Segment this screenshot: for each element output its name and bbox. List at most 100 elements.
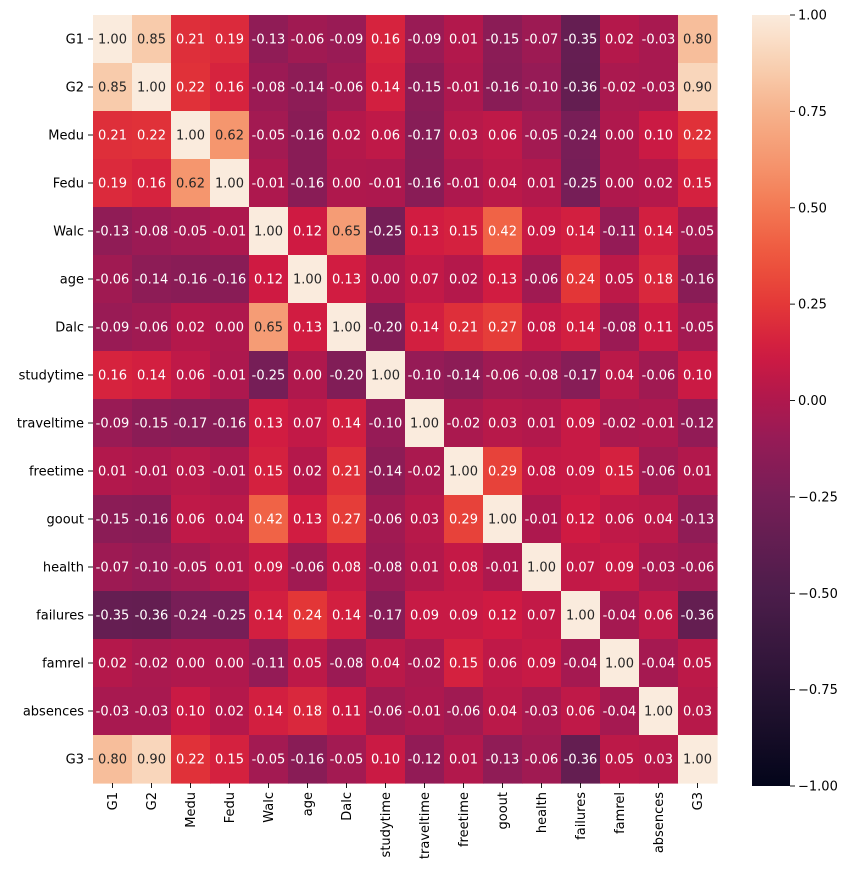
cell-annotation-famrel-G1: 0.02 (98, 657, 127, 672)
heatmap-cell-Dalc-studytime (366, 303, 406, 352)
x-tick-label-traveltime: traveltime (418, 792, 433, 859)
cell-annotation-absences-age: 0.18 (293, 705, 322, 720)
heatmap-cell-Walc-famrel (600, 207, 640, 256)
heatmap-cell-G3-freetime (444, 735, 484, 784)
heatmap-cell-failures-G3 (678, 591, 718, 640)
cell-annotation-Dalc-failures: 0.14 (566, 321, 595, 336)
heatmap-cell-Medu-freetime (444, 111, 484, 160)
heatmap-cell-absences-Dalc (327, 687, 367, 736)
colorbar-tick-label: 0.50 (798, 201, 827, 216)
heatmap-cell-absences-studytime (366, 687, 406, 736)
heatmap-cell-famrel-Medu (171, 639, 211, 688)
heatmap-cell-Dalc-G2 (132, 303, 172, 352)
heatmap-cell-famrel-Fedu (210, 639, 250, 688)
cell-annotation-Medu-traveltime: -0.17 (408, 129, 442, 144)
heatmap-cell-Medu-G2 (132, 111, 172, 160)
cell-annotation-Fedu-famrel: 0.00 (605, 177, 634, 192)
heatmap-cell-G1-studytime (366, 15, 406, 64)
heatmap-cell-Dalc-freetime (444, 303, 484, 352)
heatmap-cell-Fedu-goout (483, 159, 523, 208)
y-tick-label-freetime: freetime (29, 465, 84, 480)
heatmap-cell-G3-Walc (249, 735, 289, 784)
heatmap-cell-age-Medu (171, 255, 211, 304)
heatmap-cell-Fedu-Fedu (210, 159, 250, 208)
heatmap-cell-goout-goout (483, 495, 523, 544)
cell-annotation-Medu-G1: 0.21 (98, 129, 127, 144)
cell-annotation-freetime-absences: -0.06 (642, 465, 676, 480)
heatmap-cell-freetime-Medu (171, 447, 211, 496)
cell-annotation-age-G2: -0.14 (135, 273, 169, 288)
heatmap-cell-Medu-famrel (600, 111, 640, 160)
cell-annotation-Medu-Walc: -0.05 (252, 129, 286, 144)
cell-annotation-famrel-freetime: 0.15 (449, 657, 478, 672)
cell-annotation-G2-freetime: -0.01 (447, 81, 481, 96)
cell-annotation-failures-traveltime: 0.09 (410, 609, 439, 624)
heatmap-cell-failures-famrel (600, 591, 640, 640)
cell-annotation-failures-freetime: 0.09 (449, 609, 478, 624)
heatmap-cell-G1-Fedu (210, 15, 250, 64)
heatmap-cell-G2-goout (483, 63, 523, 112)
heatmap-cell-Medu-studytime (366, 111, 406, 160)
cell-annotation-Medu-health: -0.05 (525, 129, 559, 144)
heatmap-cell-age-famrel (600, 255, 640, 304)
cell-annotation-G2-G3: 0.90 (683, 81, 712, 96)
heatmap-cell-health-age (288, 543, 328, 592)
cell-annotation-goout-goout: 1.00 (488, 513, 517, 528)
heatmap-cell-G3-studytime (366, 735, 406, 784)
colorbar-tick-label: −0.50 (798, 587, 838, 602)
heatmap-cell-absences-G2 (132, 687, 172, 736)
y-tick-label-Medu: Medu (48, 129, 84, 144)
heatmap-cell-Walc-age (288, 207, 328, 256)
cell-annotation-health-absences: -0.03 (642, 561, 676, 576)
heatmap-cell-age-absences (639, 255, 679, 304)
cell-annotation-goout-Dalc: 0.27 (332, 513, 361, 528)
cell-annotation-freetime-traveltime: -0.02 (408, 465, 442, 480)
cell-annotation-goout-freetime: 0.29 (449, 513, 478, 528)
heatmap-cell-Dalc-Dalc (327, 303, 367, 352)
y-tick-label-Walc: Walc (53, 225, 84, 240)
heatmap-cell-absences-G3 (678, 687, 718, 736)
x-tick-label-freetime: freetime (457, 792, 472, 847)
heatmap-cell-age-health (522, 255, 562, 304)
cell-annotation-G2-Dalc: -0.06 (330, 81, 364, 96)
y-tick-label-traveltime: traveltime (17, 417, 84, 432)
cell-annotation-Fedu-Walc: -0.01 (252, 177, 286, 192)
colorbar-tick-label: 0.00 (798, 394, 827, 409)
x-tick-label-health: health (535, 792, 550, 833)
heatmap-cell-Walc-G2 (132, 207, 172, 256)
cell-annotations: 1.00 0.85 0.21 0.19 -0.13 -0.06 -0.09 0.16 -0.09… (96, 33, 715, 768)
heatmap-cell-health-Walc (249, 543, 289, 592)
cell-annotation-Walc-G2: -0.08 (135, 225, 169, 240)
heatmap-cell-age-Dalc (327, 255, 367, 304)
cell-annotation-goout-traveltime: 0.03 (410, 513, 439, 528)
cell-annotation-health-failures: 0.07 (566, 561, 595, 576)
cell-annotation-traveltime-G1: -0.09 (96, 417, 130, 432)
heatmap-cell-Fedu-age (288, 159, 328, 208)
heatmap-cell-Dalc-Fedu (210, 303, 250, 352)
heatmap-cell-studytime-Walc (249, 351, 289, 400)
heatmap-cell-health-traveltime (405, 543, 445, 592)
cell-annotation-G1-famrel: 0.02 (605, 33, 634, 48)
y-tick-label-failures: failures (36, 609, 84, 624)
cell-annotation-G3-age: -0.16 (291, 753, 325, 768)
heatmap-cell-goout-Walc (249, 495, 289, 544)
x-tick-label-Walc: Walc (262, 792, 277, 823)
cell-annotation-traveltime-Medu: -0.17 (174, 417, 208, 432)
cell-annotation-Fedu-goout: 0.04 (488, 177, 517, 192)
cell-annotation-health-Dalc: 0.08 (332, 561, 361, 576)
heatmap-cell-famrel-famrel (600, 639, 640, 688)
heatmap-cell-Dalc-G3 (678, 303, 718, 352)
cell-annotation-G3-Fedu: 0.15 (215, 753, 244, 768)
y-tick-label-Dalc: Dalc (55, 321, 84, 336)
heatmap-cell-Fedu-G3 (678, 159, 718, 208)
heatmap-cell-goout-Medu (171, 495, 211, 544)
heatmap-cell-G1-Dalc (327, 15, 367, 64)
cell-annotation-Dalc-freetime: 0.21 (449, 321, 478, 336)
cell-annotation-Fedu-health: 0.01 (527, 177, 556, 192)
cell-annotation-freetime-G1: 0.01 (98, 465, 127, 480)
cell-annotation-health-famrel: 0.09 (605, 561, 634, 576)
heatmap-cell-freetime-freetime (444, 447, 484, 496)
cell-annotation-studytime-Dalc: -0.20 (330, 369, 364, 384)
x-tick-label-G3: G3 (691, 792, 706, 810)
heatmap-cell-health-health (522, 543, 562, 592)
